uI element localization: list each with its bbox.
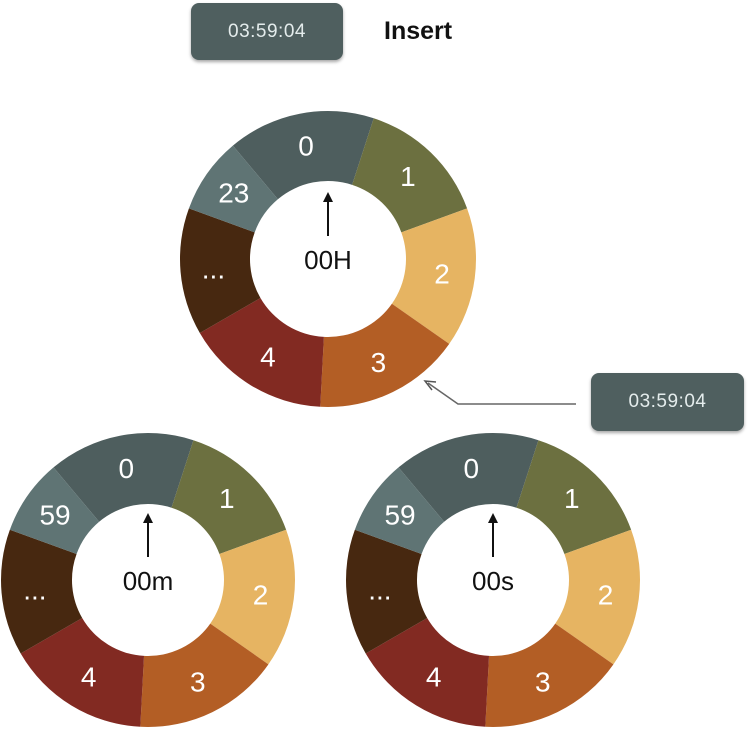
seconds-segment-1[interactable] — [516, 440, 632, 555]
hours-segment-6-label: 23 — [218, 178, 249, 209]
minutes-segment-4-label: 4 — [81, 661, 97, 692]
hours-segment-1-label: 1 — [400, 161, 416, 192]
time-display-top: 03:59:04 — [191, 3, 343, 60]
hours-segment-6[interactable] — [188, 145, 278, 233]
hours-segment-4[interactable] — [199, 298, 324, 407]
hours-segment-3[interactable] — [320, 303, 450, 407]
minutes-pointer-arrowhead — [143, 513, 153, 523]
seconds-segment-0-label: 0 — [464, 453, 480, 484]
time-display-top-text: 03:59:04 — [228, 20, 306, 42]
time-callout: 03:59:04 — [591, 373, 744, 431]
hours-segment-5-label: ... — [202, 254, 225, 285]
minutes-segment-0[interactable] — [53, 432, 194, 522]
seconds-center-label: 00s — [472, 566, 514, 596]
callout-connector — [427, 382, 576, 405]
minutes-segment-4[interactable] — [20, 618, 145, 727]
minutes-segment-6[interactable] — [9, 467, 100, 555]
seconds-wheel[interactable]: 0 1 2 3 4... 59 00s — [345, 433, 641, 727]
seconds-segment-3-label: 3 — [535, 667, 551, 698]
seconds-segment-4-label: 4 — [426, 661, 442, 692]
minutes-center-label: 00m — [123, 566, 174, 596]
seconds-segment-5[interactable] — [345, 529, 428, 654]
hours-segment-3-label: 3 — [371, 347, 387, 378]
seconds-segment-1-label: 1 — [564, 483, 580, 514]
minutes-segment-2[interactable] — [210, 529, 296, 665]
time-callout-text: 03:59:04 — [628, 391, 707, 412]
hours-segment-1[interactable] — [352, 118, 468, 233]
minutes-segment-2-label: 2 — [253, 579, 269, 610]
seconds-pointer-arrowhead — [488, 513, 498, 523]
callout-arrowhead — [423, 380, 437, 391]
insert-title: Insert — [384, 17, 453, 45]
minutes-segment-1-label: 1 — [219, 483, 235, 514]
minutes-segment-1[interactable] — [171, 440, 287, 555]
seconds-segment-6-label: 59 — [384, 499, 415, 530]
hours-segment-0[interactable] — [232, 111, 374, 200]
hours-segment-5[interactable] — [180, 208, 261, 333]
minutes-segment-0-label: 0 — [119, 453, 135, 484]
minutes-segment-3-label: 3 — [190, 667, 206, 698]
hours-pointer-arrowhead — [323, 192, 333, 202]
minutes-segment-3[interactable] — [140, 623, 269, 727]
minutes-wheel[interactable]: 0 1 2 3 4... 59 00m — [0, 432, 296, 727]
minutes-segment-5-label: ... — [23, 574, 46, 605]
hours-segment-4-label: 4 — [260, 342, 276, 373]
seconds-segment-6[interactable] — [354, 467, 445, 555]
hours-center-label: 00H — [304, 245, 352, 275]
seconds-segment-2[interactable] — [555, 529, 641, 665]
hours-segment-0-label: 0 — [298, 131, 314, 162]
minutes-segment-6-label: 59 — [39, 499, 70, 530]
seconds-segment-4[interactable] — [365, 618, 490, 727]
seconds-segment-3[interactable] — [485, 623, 614, 727]
seconds-segment-5-label: ... — [368, 574, 391, 605]
minutes-segment-5[interactable] — [0, 529, 83, 654]
hours-segment-2[interactable] — [391, 208, 476, 344]
hours-segment-2-label: 2 — [434, 259, 450, 290]
seconds-segment-0[interactable] — [398, 433, 539, 522]
seconds-segment-2-label: 2 — [598, 579, 614, 610]
